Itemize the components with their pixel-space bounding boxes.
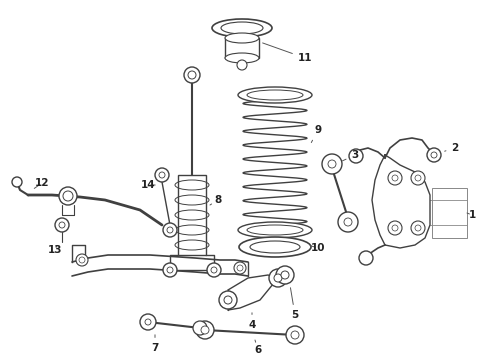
Circle shape xyxy=(59,187,77,205)
Text: 14: 14 xyxy=(141,180,155,190)
Circle shape xyxy=(184,67,200,83)
Circle shape xyxy=(328,160,336,168)
Circle shape xyxy=(207,263,221,277)
Circle shape xyxy=(145,319,151,325)
Circle shape xyxy=(211,267,217,273)
Text: 11: 11 xyxy=(263,43,312,63)
Circle shape xyxy=(140,314,156,330)
Bar xyxy=(432,188,467,238)
Circle shape xyxy=(201,326,209,334)
Circle shape xyxy=(349,149,363,163)
Text: 10: 10 xyxy=(311,243,325,253)
Circle shape xyxy=(196,321,214,339)
Circle shape xyxy=(63,191,73,201)
Ellipse shape xyxy=(225,33,259,43)
Bar xyxy=(178,175,206,255)
Text: 5: 5 xyxy=(291,288,298,320)
Circle shape xyxy=(224,296,232,304)
Ellipse shape xyxy=(247,90,303,100)
Circle shape xyxy=(79,257,85,263)
Bar xyxy=(225,38,259,58)
Circle shape xyxy=(286,326,304,344)
Circle shape xyxy=(291,331,299,339)
Circle shape xyxy=(344,218,352,226)
Text: 8: 8 xyxy=(210,195,221,205)
Circle shape xyxy=(237,60,247,70)
Circle shape xyxy=(388,221,402,235)
Polygon shape xyxy=(372,155,430,248)
Circle shape xyxy=(155,168,169,182)
Ellipse shape xyxy=(239,237,311,257)
Circle shape xyxy=(427,148,441,162)
Text: 3: 3 xyxy=(343,150,359,161)
Text: 2: 2 xyxy=(444,143,459,153)
Ellipse shape xyxy=(212,19,272,37)
Circle shape xyxy=(338,212,358,232)
Circle shape xyxy=(237,265,243,271)
Circle shape xyxy=(411,221,425,235)
Ellipse shape xyxy=(247,225,303,235)
Circle shape xyxy=(167,227,173,233)
Circle shape xyxy=(322,154,342,174)
Ellipse shape xyxy=(221,22,263,34)
Ellipse shape xyxy=(250,241,300,253)
Circle shape xyxy=(281,271,289,279)
Circle shape xyxy=(167,267,173,273)
Circle shape xyxy=(392,175,398,181)
Circle shape xyxy=(163,223,177,237)
Circle shape xyxy=(234,262,246,274)
Circle shape xyxy=(392,225,398,231)
Circle shape xyxy=(76,254,88,266)
Circle shape xyxy=(59,222,65,228)
Ellipse shape xyxy=(238,87,312,103)
Circle shape xyxy=(431,152,437,158)
Circle shape xyxy=(415,225,421,231)
Text: 7: 7 xyxy=(151,335,159,353)
Ellipse shape xyxy=(238,222,312,238)
Circle shape xyxy=(276,266,294,284)
Text: 6: 6 xyxy=(254,340,262,355)
Text: 13: 13 xyxy=(48,245,62,255)
Circle shape xyxy=(415,175,421,181)
Circle shape xyxy=(388,171,402,185)
Circle shape xyxy=(274,274,282,282)
Circle shape xyxy=(219,291,237,309)
Circle shape xyxy=(163,263,177,277)
Text: 9: 9 xyxy=(311,125,321,143)
Circle shape xyxy=(188,71,196,79)
Circle shape xyxy=(55,218,69,232)
Circle shape xyxy=(411,171,425,185)
Circle shape xyxy=(193,321,207,335)
Circle shape xyxy=(359,251,373,265)
Circle shape xyxy=(12,177,22,187)
Text: 12: 12 xyxy=(34,178,49,188)
Circle shape xyxy=(269,269,287,287)
Circle shape xyxy=(159,172,165,178)
Ellipse shape xyxy=(225,53,259,63)
Text: 4: 4 xyxy=(248,313,256,330)
Text: 1: 1 xyxy=(467,210,476,220)
